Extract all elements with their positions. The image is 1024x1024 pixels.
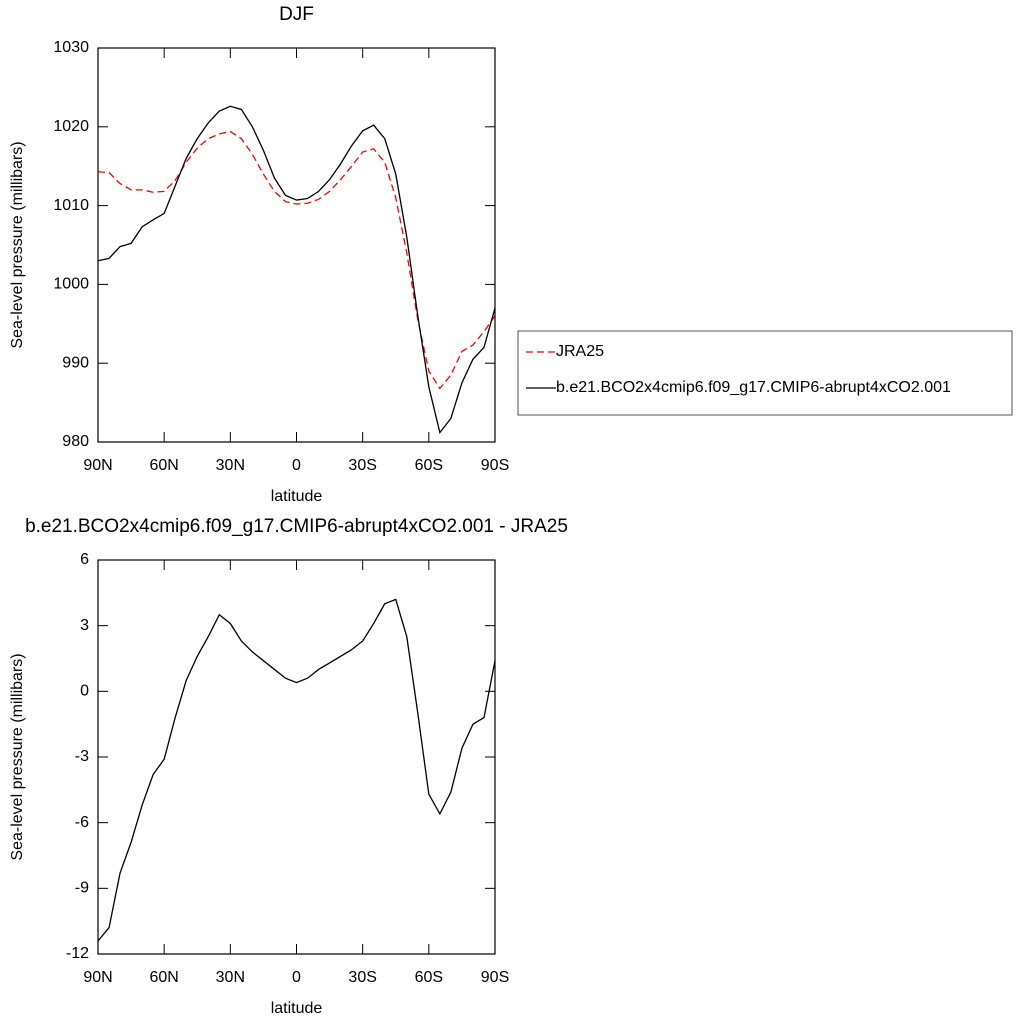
x-axis-label: latitude [271,488,323,505]
x-tick-label: 90S [481,969,509,986]
chart-title: DJF [279,4,314,25]
legend-box [517,330,1013,416]
plot-frame [97,559,496,955]
x-tick-label: 60N [149,457,178,474]
y-axis-label: Sea-level pressure (millibars) [9,141,26,348]
y-tick-label: 980 [62,433,89,450]
x-tick-label: 30S [348,457,376,474]
y-tick-label: 1010 [53,197,89,214]
plot-frame [97,47,496,443]
data-line [97,105,496,435]
legend-label: b.e21.BCO2x4cmip6.f09_g17.CMIP6-abrupt4x… [556,379,951,396]
y-tick-label: 990 [62,354,89,371]
y-tick-label: -9 [75,880,89,897]
y-tick-label: -3 [75,748,89,765]
x-tick-label: 0 [292,969,301,986]
x-tick-label: 90N [83,969,112,986]
x-tick-label: 60S [415,969,443,986]
data-line [97,598,496,942]
y-axis-label: Sea-level pressure (millibars) [9,653,26,860]
x-tick-label: 90N [83,457,112,474]
x-tick-label: 90S [481,457,509,474]
chart-title: b.e21.BCO2x4cmip6.f09_g17.CMIP6-abrupt4x… [25,516,568,537]
legend-label: JRA25 [556,343,604,360]
x-tick-label: 0 [292,457,301,474]
y-tick-label: -6 [75,814,89,831]
x-axis-label: latitude [271,1000,323,1017]
y-tick-label: 6 [80,551,89,568]
x-tick-label: 30N [216,969,245,986]
x-tick-label: 60S [415,457,443,474]
x-tick-label: 30N [216,457,245,474]
data-line [97,130,496,390]
y-tick-label: 0 [80,683,89,700]
y-tick-label: 3 [80,617,89,634]
x-tick-label: 30S [348,969,376,986]
y-tick-label: 1000 [53,276,89,293]
y-tick-label: -12 [66,945,89,962]
x-tick-label: 60N [149,969,178,986]
y-tick-label: 1030 [53,39,89,56]
y-tick-label: 1020 [53,118,89,135]
